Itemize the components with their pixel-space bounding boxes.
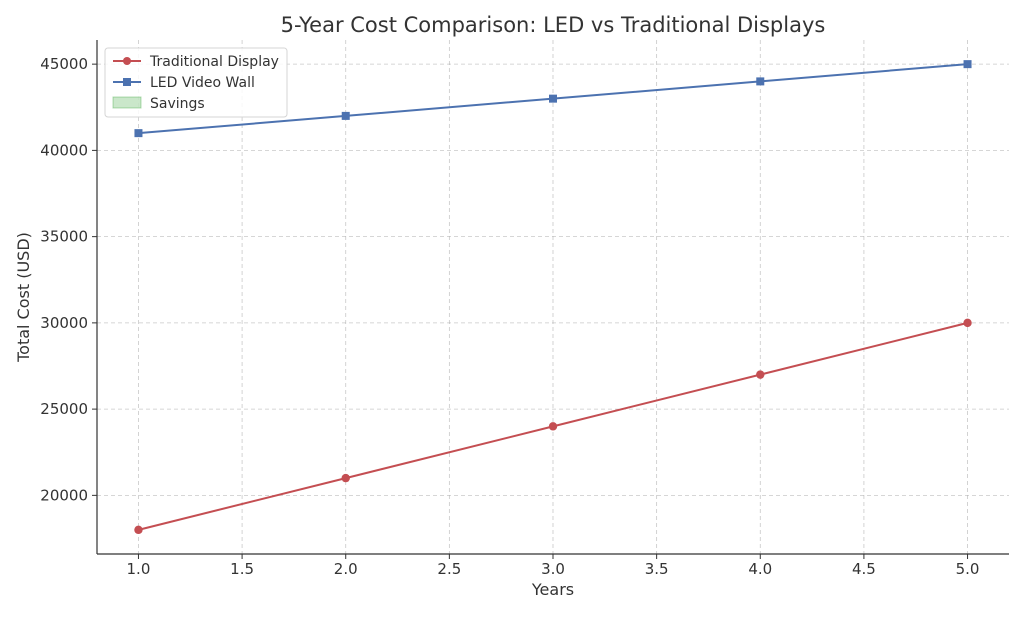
x-tick-label: 4.0 bbox=[748, 560, 772, 578]
y-tick-label: 25000 bbox=[40, 400, 88, 418]
data-point-traditional bbox=[341, 473, 350, 483]
legend-swatch-savings bbox=[112, 96, 142, 109]
y-tick-label: 40000 bbox=[40, 141, 88, 159]
y-tick-label: 20000 bbox=[40, 486, 88, 504]
data-point-led bbox=[134, 129, 143, 138]
data-point-led bbox=[756, 77, 765, 86]
x-tick-label: 4.5 bbox=[852, 560, 876, 578]
legend-label-traditional: Traditional Display bbox=[149, 54, 279, 70]
x-tick-label: 2.0 bbox=[334, 560, 358, 578]
data-point-led bbox=[341, 111, 350, 120]
legend-marker-led bbox=[123, 78, 131, 86]
data-point-traditional bbox=[548, 422, 558, 431]
data-point-led bbox=[963, 60, 972, 69]
legend-label-savings: Savings bbox=[150, 96, 205, 112]
x-tick-label: 2.5 bbox=[437, 560, 461, 578]
data-point-traditional bbox=[963, 318, 972, 328]
y-tick-label: 35000 bbox=[40, 228, 88, 246]
data-point-led bbox=[549, 94, 557, 103]
legend-label-led: LED Video Wall bbox=[150, 75, 255, 91]
legend: Traditional Display LED Video Wall Savin… bbox=[104, 47, 288, 118]
legend-item-traditional: Traditional Display bbox=[113, 54, 279, 70]
x-tick-label: 1.0 bbox=[127, 560, 151, 578]
legend-marker-traditional bbox=[123, 57, 131, 65]
x-tick-label: 1.5 bbox=[230, 560, 254, 578]
x-tick-label: 3.0 bbox=[541, 560, 565, 578]
grid bbox=[97, 40, 1009, 554]
legend-item-savings: Savings bbox=[112, 96, 205, 112]
chart-title: 5-Year Cost Comparison: LED vs Tradition… bbox=[281, 13, 826, 37]
data-point-traditional bbox=[134, 525, 143, 535]
data-point-traditional bbox=[756, 370, 765, 379]
y-axis-label: Total Cost (USD) bbox=[14, 232, 33, 363]
y-tick-label: 45000 bbox=[40, 55, 88, 73]
y-tick-label: 30000 bbox=[40, 314, 88, 332]
legend-box bbox=[104, 47, 288, 118]
x-tick-label: 5.0 bbox=[956, 560, 980, 578]
series-layer bbox=[134, 60, 972, 535]
legend-item-led: LED Video Wall bbox=[113, 75, 255, 91]
x-axis-label: Years bbox=[531, 580, 574, 599]
x-tick-label: 3.5 bbox=[645, 560, 669, 578]
tick-labels: 1.0 1.5 2.0 2.5 3.0 3.5 4.0 4.5 5.0 20000 25000 300… bbox=[40, 55, 979, 578]
